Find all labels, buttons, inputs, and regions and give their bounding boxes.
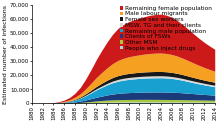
Legend: Remaining female population, Male labour migrants, Female sex workers, MSW, TG a: Remaining female population, Male labour… bbox=[120, 6, 212, 51]
Y-axis label: Estimated number of infections: Estimated number of infections bbox=[3, 5, 8, 104]
